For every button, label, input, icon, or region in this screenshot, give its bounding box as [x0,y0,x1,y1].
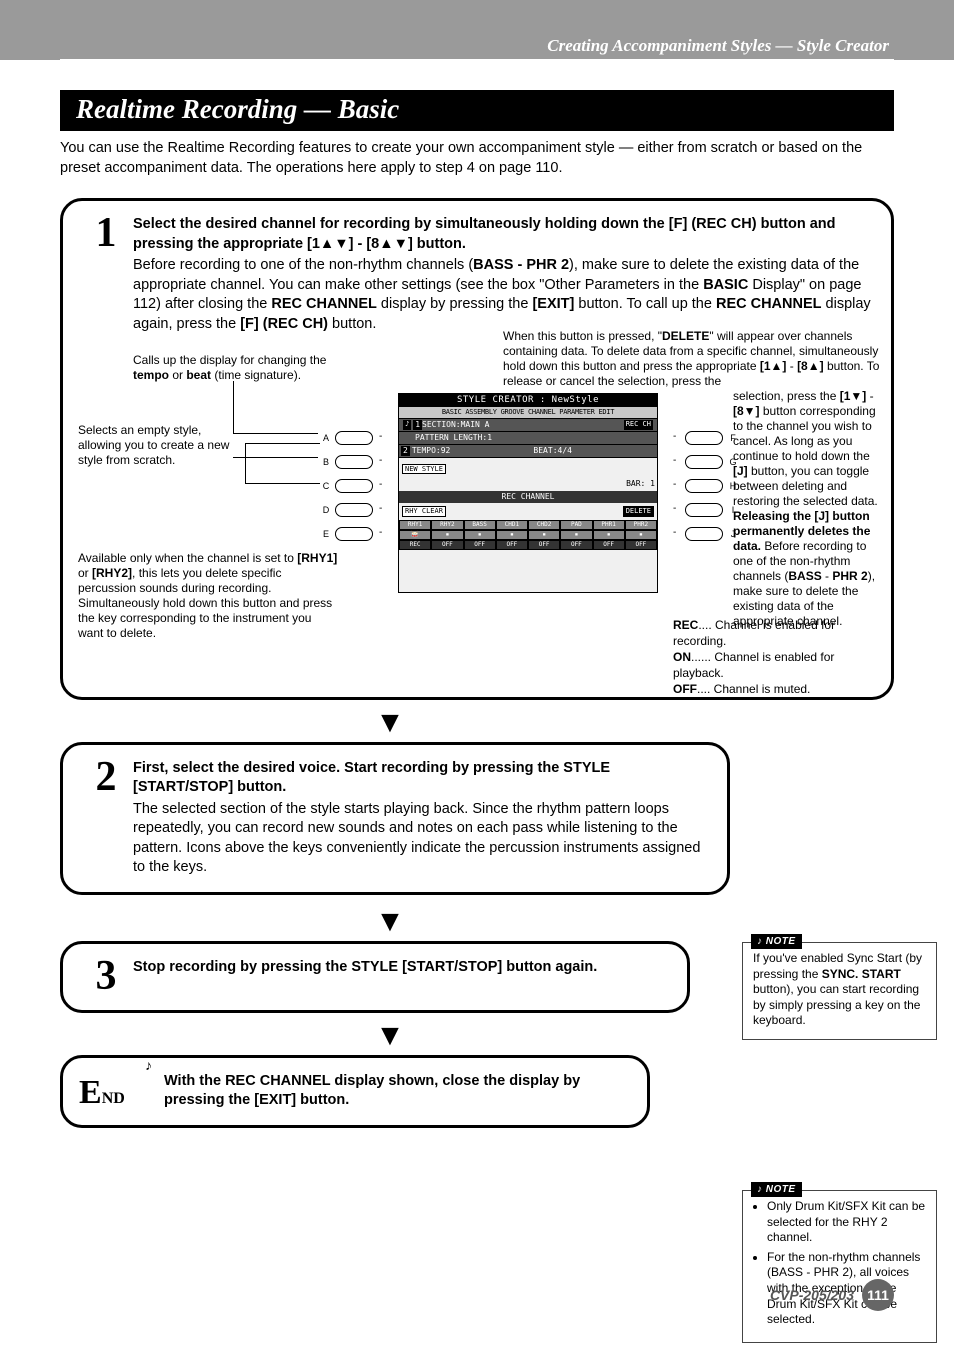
side-label-j: J [728,529,738,540]
annotation-empty-style: Selects an empty style, allowing you to … [78,423,243,468]
intro-paragraph: You can use the Realtime Recording featu… [60,139,894,178]
annotation-rhy-clear: Available only when the channel is set t… [78,551,338,641]
step-2-box: 2 First, select the desired voice. Start… [60,742,730,895]
side-button-c[interactable] [335,479,373,493]
lcd-row-pattern: PATTERN LENGTH:1 [399,432,657,445]
lcd-channels-icons: 🥁▪▪▪▪▪▪▪ [399,530,657,540]
callout-line [245,443,320,444]
note-voice-selection: NOTE Only Drum Kit/SFX Kit can be select… [742,1190,937,1343]
section-title: Realtime Recording — Basic [76,94,878,125]
note-label: NOTE [751,1182,802,1197]
side-button-j[interactable] [685,527,723,541]
step-2-headline: First, select the desired voice. Start r… [133,759,711,798]
lcd-channels-header: RHY1 RHY2 BASS CHD1 CHD2 PAD PHR1 PHR2 [399,520,657,530]
side-label-h: H [728,481,738,492]
side-button-e[interactable] [335,527,373,541]
arrow-down-icon: ▼ [60,1021,720,1051]
step-3-box: 3 Stop recording by pressing the STYLE [… [60,941,690,1013]
callout-line [245,483,320,484]
footer-page-number: 111 [862,1279,894,1311]
side-label-e: E [321,529,331,540]
lcd-row-tempo: 2 TEMPO:92 BEAT:4/4 [399,445,657,458]
header-rule [60,59,894,60]
side-tick-e: - [379,527,387,540]
callout-line [233,433,318,434]
side-button-i[interactable] [685,503,723,517]
arrow-down-icon: ▼ [60,708,720,738]
side-button-b[interactable] [335,455,373,469]
callout-line [245,443,246,483]
arrow-down-icon: ▼ [60,907,720,937]
step-1-headline: Select the desired channel for recording… [133,215,875,254]
step-1-body: Before recording to one of the non-rhyth… [133,256,875,334]
side-tick-g: - [673,455,681,468]
step-end-mark: ♪ END [79,1072,164,1110]
callout-line [233,381,234,433]
step-2-number: 2 [79,759,133,797]
side-button-f[interactable] [685,431,723,445]
side-label-d: D [321,505,331,516]
side-button-d[interactable] [335,503,373,517]
side-tick-f: - [673,431,681,444]
status-legend: REC.... Channel is enabled for recording… [673,617,875,698]
side-tick-c: - [379,479,387,492]
lcd-tabs: BASIC ASSEMBLY GROOVE CHANNEL PARAMETER … [399,407,657,419]
step-3-number: 3 [79,958,133,996]
music-note-icon: ♪ [145,1060,152,1074]
lcd-screen: STYLE CREATOR : NewStyle BASIC ASSEMBLY … [398,393,658,593]
step-3-headline: Stop recording by pressing the STYLE [ST… [133,958,671,978]
side-label-a: A [321,433,331,444]
page-footer: CVP-205/203 111 [770,1279,894,1311]
side-tick-a: - [379,431,387,444]
page-header-band: Creating Accompaniment Styles — Style Cr… [0,0,954,60]
lcd-row-newstyle: NEW STYLE [399,458,657,478]
step-1-diagram: Calls up the display for changing the te… [133,353,875,683]
lcd-channels-status: REC OFF OFF OFF OFF OFF OFF OFF [399,540,657,550]
step-2-body: The selected section of the style starts… [133,800,711,878]
section-title-bar: Realtime Recording — Basic [60,90,894,131]
side-button-a[interactable] [335,431,373,445]
step-1-box: 1 Select the desired channel for recordi… [60,198,894,699]
side-tick-b: - [379,455,387,468]
step-end-box: ♪ END With the REC CHANNEL display shown… [60,1055,650,1128]
annotation-tempo-beat: Calls up the display for changing the te… [133,353,333,383]
side-label-f: F [728,433,738,444]
annotation-delete-right: selection, press the [1▼] - [8▼] button … [733,389,883,629]
annotation-delete-top: When this button is pressed, "DELETE" wi… [503,329,883,389]
lcd-row-recchannel: REC CHANNEL [399,491,657,503]
side-label-i: I [728,505,738,516]
side-button-h[interactable] [685,479,723,493]
side-label-c: C [321,481,331,492]
lcd-row-section: ♪ 1 SECTION:MAIN A REC CH [399,419,657,432]
side-label-g: G [728,457,738,468]
lcd-title: STYLE CREATOR : NewStyle [399,394,657,407]
note-item: Only Drum Kit/SFX Kit can be selected fo… [767,1199,926,1246]
step-1-number: 1 [79,215,133,253]
step-end-headline: With the REC CHANNEL display shown, clos… [164,1072,631,1111]
page-content: Realtime Recording — Basic You can use t… [0,60,954,1128]
breadcrumb: Creating Accompaniment Styles — Style Cr… [547,36,889,56]
side-button-g[interactable] [685,455,723,469]
lcd-row-bottom-buttons: RHY CLEAR DELETE [399,503,657,520]
note-label: NOTE [751,934,802,949]
side-tick-j: - [673,527,681,540]
side-tick-d: - [379,503,387,516]
note-sync-start: NOTE If you've enabled Sync Start (by pr… [742,942,937,1040]
lcd-row-bar: BAR: 1 [399,477,657,491]
side-tick-h: - [673,479,681,492]
side-tick-i: - [673,503,681,516]
footer-model: CVP-205/203 [770,1287,854,1303]
side-label-b: B [321,457,331,468]
